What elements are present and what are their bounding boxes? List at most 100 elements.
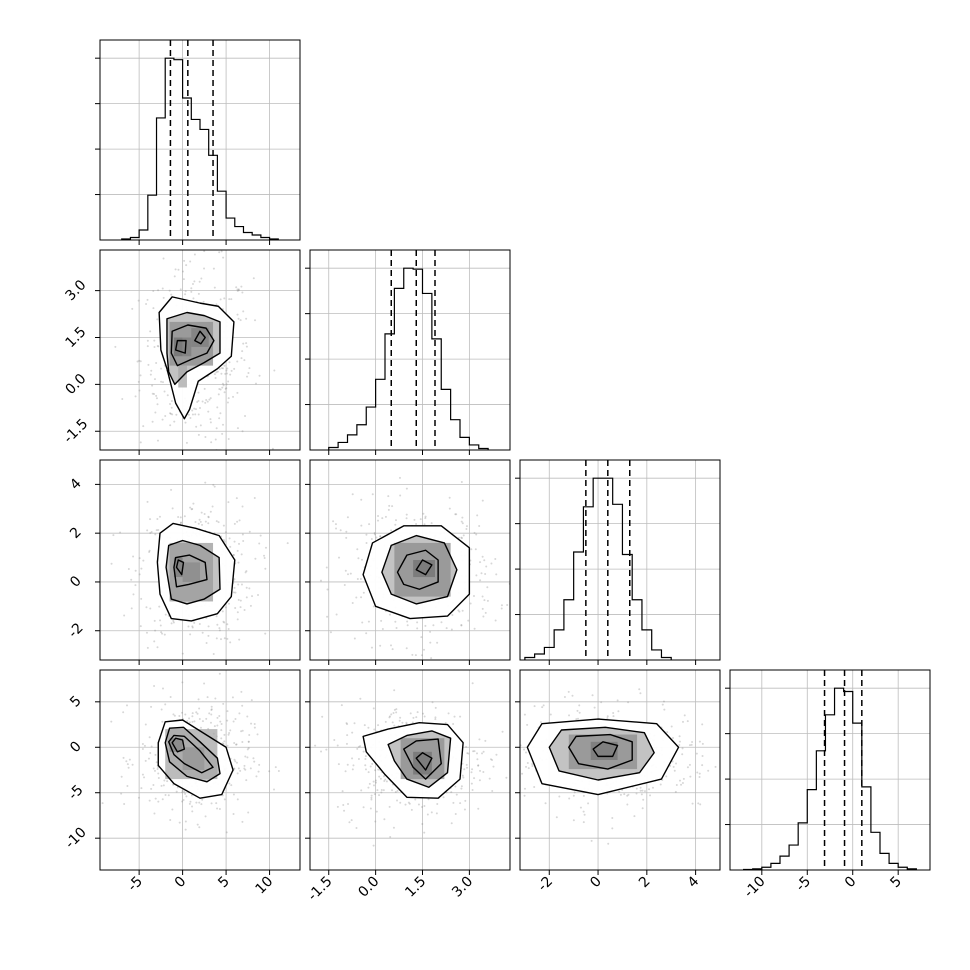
scatter-point [473, 750, 476, 753]
scatter-panel-1-2 [305, 459, 511, 665]
scatter-point [252, 757, 255, 760]
scatter-point [484, 611, 487, 614]
scatter-point [483, 599, 486, 602]
scatter-point [452, 801, 455, 804]
scatter-point [479, 579, 482, 582]
scatter-point [147, 757, 150, 760]
scatter-point [411, 653, 414, 656]
scatter-point [345, 536, 348, 539]
scatter-point [353, 722, 356, 725]
scatter-point [218, 672, 221, 675]
scatter-point [411, 721, 414, 724]
scatter-point [191, 715, 194, 718]
scatter-point [185, 477, 187, 479]
scatter-point [356, 747, 359, 750]
y-tick-label: 0 [67, 573, 85, 591]
y-tick-label: 0 [67, 738, 85, 756]
scatter-point [246, 748, 249, 751]
scatter-point [221, 423, 224, 426]
scatter-point [149, 373, 152, 376]
scatter-point [233, 767, 236, 770]
contour-line [387, 730, 452, 788]
scatter-point [498, 782, 500, 784]
scatter-point [207, 410, 210, 413]
scatter-point [220, 638, 223, 641]
scatter-point [376, 789, 379, 792]
scatter-point [187, 413, 190, 416]
scatter-point [184, 713, 187, 716]
scatter-point [218, 808, 221, 811]
scatter-point [154, 753, 157, 756]
scatter-point [518, 719, 520, 721]
scatter-point [209, 721, 212, 724]
scatter-point [635, 792, 638, 795]
scatter-point [244, 768, 247, 771]
scatter-point [208, 398, 211, 401]
scatter-point [521, 772, 524, 775]
scatter-point [659, 783, 662, 786]
scatter-point [227, 438, 230, 441]
scatter-point [164, 794, 167, 797]
scatter-point [325, 748, 328, 751]
scatter-point [162, 257, 165, 260]
scatter-point [675, 784, 678, 787]
scatter-point [379, 777, 382, 780]
scatter-point [177, 268, 180, 271]
scatter-point [448, 507, 451, 510]
contour-line [166, 311, 221, 386]
scatter-point [512, 804, 514, 806]
scatter-point [184, 792, 187, 795]
scatter-point [236, 798, 239, 801]
scatter-point [346, 734, 349, 737]
scatter-point [271, 447, 274, 450]
scatter-point [416, 711, 419, 714]
scatter-point [182, 798, 185, 801]
scatter-point [144, 759, 147, 762]
x-tick-label: 1.5 [402, 874, 429, 901]
scatter-point [329, 631, 332, 634]
scatter-point [163, 390, 166, 393]
scatter-plot-area [100, 250, 300, 479]
panel-frame [519, 669, 721, 871]
scatter-point [492, 765, 495, 768]
y-tick-label: -1.5 [61, 416, 92, 447]
scatter-point [390, 529, 393, 532]
y-tick-label: 5 [67, 693, 85, 711]
scatter-point [153, 378, 156, 381]
scatter-point [253, 760, 256, 763]
scatter-point [463, 808, 466, 811]
scatter-point [148, 549, 151, 552]
scatter-point [217, 393, 220, 396]
scatter-point [136, 360, 139, 363]
scatter-point [391, 648, 394, 651]
scatter-point [242, 539, 245, 542]
scatter-point [119, 531, 122, 534]
panel-frame [729, 669, 931, 871]
x-tick-label: 3.0 [449, 874, 476, 901]
scatter-point [235, 286, 238, 289]
scatter-point [541, 706, 544, 709]
scatter-point [236, 611, 239, 614]
scatter-point [381, 517, 384, 520]
scatter-point [210, 441, 213, 444]
scatter-point [244, 415, 247, 418]
scatter-point [392, 826, 395, 829]
scatter-point [194, 413, 197, 416]
scatter-point [183, 515, 186, 518]
scatter-point [258, 374, 261, 377]
scatter-point [345, 722, 348, 725]
scatter-point [198, 406, 201, 409]
scatter-point [423, 648, 426, 651]
scatter-point [167, 794, 170, 797]
scatter-point [197, 399, 200, 402]
contour-line [381, 534, 458, 605]
scatter-point [360, 558, 363, 561]
scatter-point [198, 707, 201, 710]
scatter-point [169, 412, 172, 415]
scatter-point [393, 689, 396, 692]
x-tick-label: -2 [535, 874, 556, 895]
scatter-point [181, 270, 184, 273]
scatter-point [263, 554, 266, 557]
scatter-point [216, 724, 219, 727]
scatter-point [123, 614, 126, 617]
